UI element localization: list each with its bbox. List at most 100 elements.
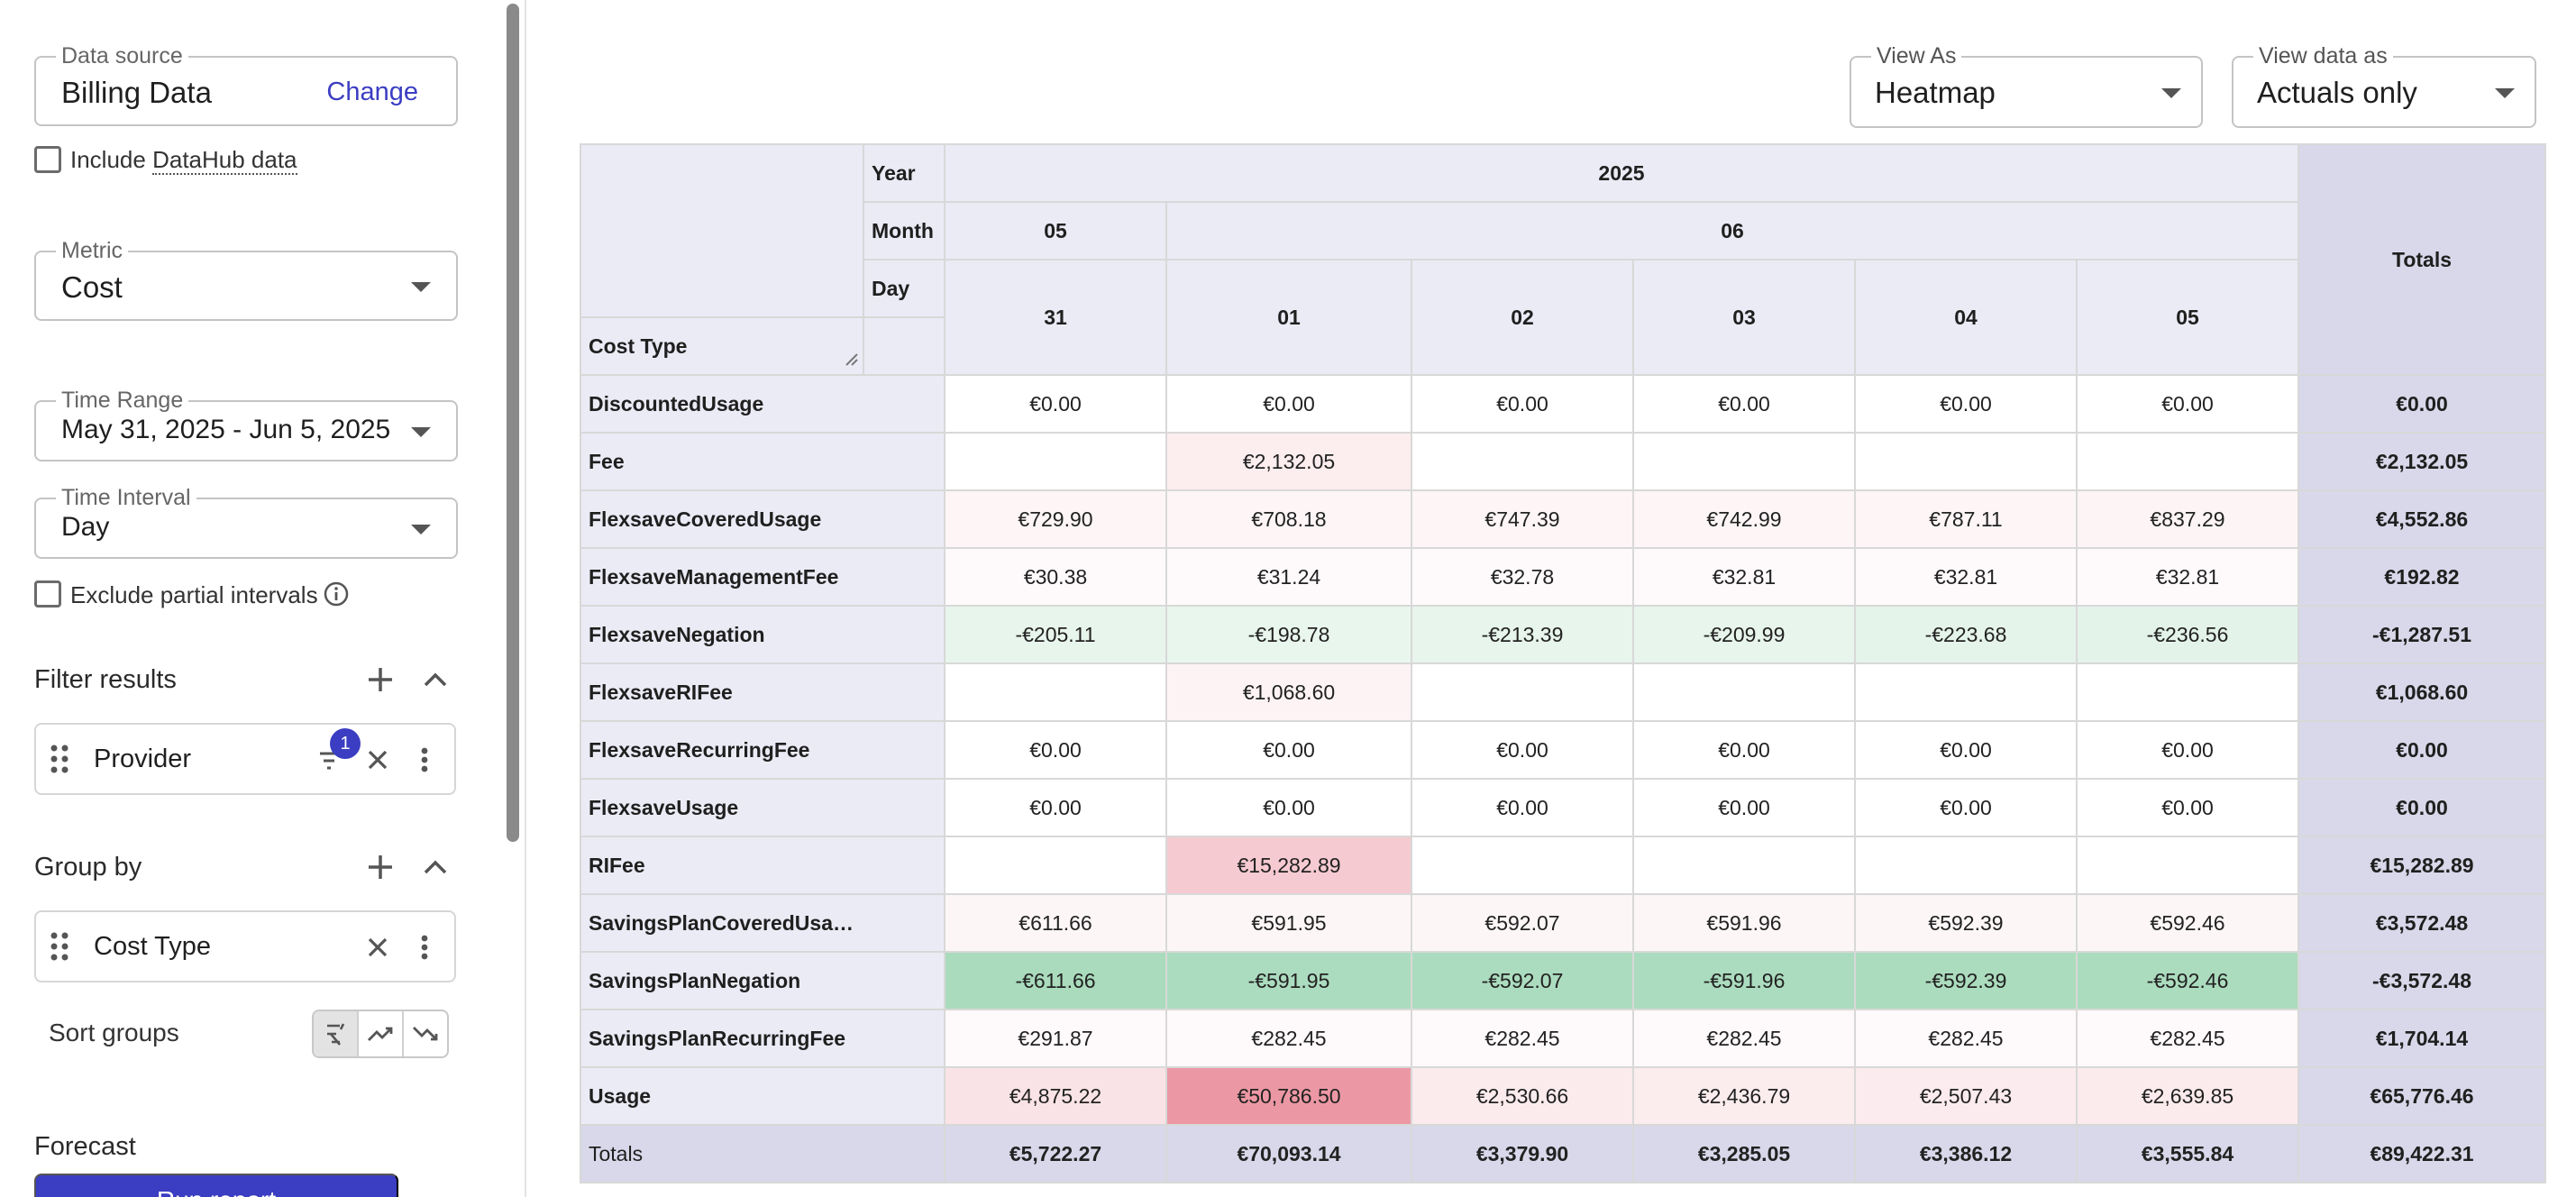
value-cell: €729.90 [944,489,1167,549]
value-cell: €742.99 [1632,489,1856,549]
filter-icon[interactable] [317,746,346,780]
time-range-select[interactable]: Time Range May 31, 2025 - Jun 5, 2025 [34,388,458,461]
value-cell: €0.00 [1854,778,2078,837]
drag-handle-icon[interactable] [49,743,70,775]
column-total-cell: €70,093.14 [1165,1124,1412,1183]
exclude-partial-checkbox[interactable] [34,580,61,608]
row-label: SavingsPlanNegation [580,951,945,1010]
chevron-down-icon [411,282,431,292]
month-header-row: Month 05 06 [580,201,2545,260]
chevron-down-icon [411,427,431,437]
row-label: Usage [580,1066,945,1126]
value-cell: €0.00 [2076,778,2299,837]
day-header-row: Day 31 01 02 03 04 05 [580,259,2545,376]
row-total-cell: €0.00 [2297,778,2546,837]
day-header: 03 [1632,259,1856,376]
datahub-link[interactable]: DataHub data [152,146,297,175]
collapse-group-chevron-up-icon[interactable] [420,853,451,883]
resize-handle-icon[interactable] [843,348,859,372]
cost-type-chip-label: Cost Type [94,932,212,961]
row-label: SavingsPlanRecurringFee [580,1009,945,1068]
provider-chip-label: Provider [94,745,191,773]
view-data-as-select[interactable]: View data as Actuals only [2232,43,2536,128]
totals-row: Totals €5,722.27 €70,093.14 €3,379.90 €3,285… [580,1124,2546,1183]
value-cell: -€592.07 [1411,951,1634,1010]
table-row: SavingsPlanRecurringFee €291.87 €282.45 €28… [580,1009,2546,1068]
value-cell: €282.45 [1632,1009,1856,1068]
value-cell: €0.00 [1165,720,1412,780]
value-cell [1854,662,2078,722]
run-report-button[interactable]: Run report [34,1174,398,1197]
value-cell: €0.00 [1632,720,1856,780]
value-cell: €0.00 [944,374,1167,434]
value-cell: €282.45 [1165,1009,1412,1068]
column-total-cell: €5,722.27 [944,1124,1167,1183]
value-cell: €591.96 [1632,893,1856,953]
table-row: DiscountedUsage €0.00 €0.00 €0.00 €0.00 €0.00… [580,374,2546,434]
provider-filter-chip[interactable]: Provider 1 [34,723,456,795]
value-cell: €32.81 [1854,547,2078,607]
row-label: Fee [580,432,945,491]
value-cell: €0.00 [944,778,1167,837]
row-total-cell: €65,776.46 [2297,1066,2546,1126]
metric-select[interactable]: Metric Cost [34,238,458,321]
value-cell: €2,639.85 [2076,1066,2299,1126]
group-more-vert-icon[interactable] [409,932,440,963]
row-label: FlexsaveNegation [580,605,945,664]
sort-alpha-icon[interactable] [314,1011,359,1056]
row-total-cell: €4,552.86 [2297,489,2546,549]
value-cell: €2,507.43 [1854,1066,2078,1126]
value-cell: €0.00 [1854,720,2078,780]
time-interval-select[interactable]: Time Interval Day [34,485,458,559]
year-header: 2025 [944,143,2299,203]
value-cell: €592.46 [2076,893,2299,953]
filter-more-vert-icon[interactable] [409,745,440,775]
chevron-down-icon [2495,88,2515,98]
view-as-value: Heatmap [1875,76,1996,109]
include-datahub-prefix: Include [70,146,146,173]
value-cell [1411,836,1634,895]
data-source-field[interactable]: Data source Billing Data Change [34,43,458,126]
sidebar: Data source Billing Data Change Include … [0,0,526,1197]
time-interval-label: Time Interval [56,485,196,511]
column-total-cell: €3,555.84 [2076,1124,2299,1183]
info-icon[interactable] [323,580,350,612]
corner-cell [580,143,864,318]
metric-value: Cost [61,270,123,304]
collapse-filter-chevron-up-icon[interactable] [420,665,451,696]
value-cell [2076,662,2299,722]
value-cell: €31.24 [1165,547,1412,607]
cost-type-group-chip[interactable]: Cost Type [34,910,456,982]
table-row: SavingsPlanNegation -€611.66 -€591.95 -€592… [580,951,2546,1010]
add-group-plus-icon[interactable] [364,851,397,883]
sort-ascending-icon[interactable] [359,1011,404,1056]
drag-handle-icon[interactable] [49,930,70,963]
row-label: SavingsPlanCoveredUsa… [580,893,945,953]
row-label: FlexsaveCoveredUsage [580,489,945,549]
value-cell: €32.78 [1411,547,1634,607]
row-total-cell: €1,068.60 [2297,662,2546,722]
month-header: 05 [944,201,1167,260]
value-cell: €837.29 [2076,489,2299,549]
sort-groups-toggle [312,1010,449,1058]
sort-descending-icon[interactable] [404,1011,447,1056]
day-axis-label: Day [863,259,945,318]
remove-filter-close-icon[interactable] [362,745,393,775]
include-datahub-checkbox[interactable] [34,146,61,173]
value-cell: €2,530.66 [1411,1066,1634,1126]
month-header: 06 [1165,201,2299,260]
sidebar-scrollbar[interactable] [507,4,519,842]
add-filter-plus-icon[interactable] [364,663,397,696]
value-cell: €787.11 [1854,489,2078,549]
pivot-body: DiscountedUsage €0.00 €0.00 €0.00 €0.00 €0.00… [580,374,2546,1183]
row-label: RIFee [580,836,945,895]
cost-type-axis-label[interactable]: Cost Type [580,316,864,376]
change-data-source-button[interactable]: Change [326,78,418,106]
view-data-as-label: View data as [2253,43,2393,69]
totals-row-label: Totals [580,1124,945,1183]
cost-type-axis-text: Cost Type [589,334,688,358]
view-as-select[interactable]: View As Heatmap [1850,43,2203,128]
value-cell: €15,282.89 [1165,836,1412,895]
table-row: RIFee €15,282.89 €15,282.89 [580,836,2546,895]
remove-group-close-icon[interactable] [362,932,393,963]
